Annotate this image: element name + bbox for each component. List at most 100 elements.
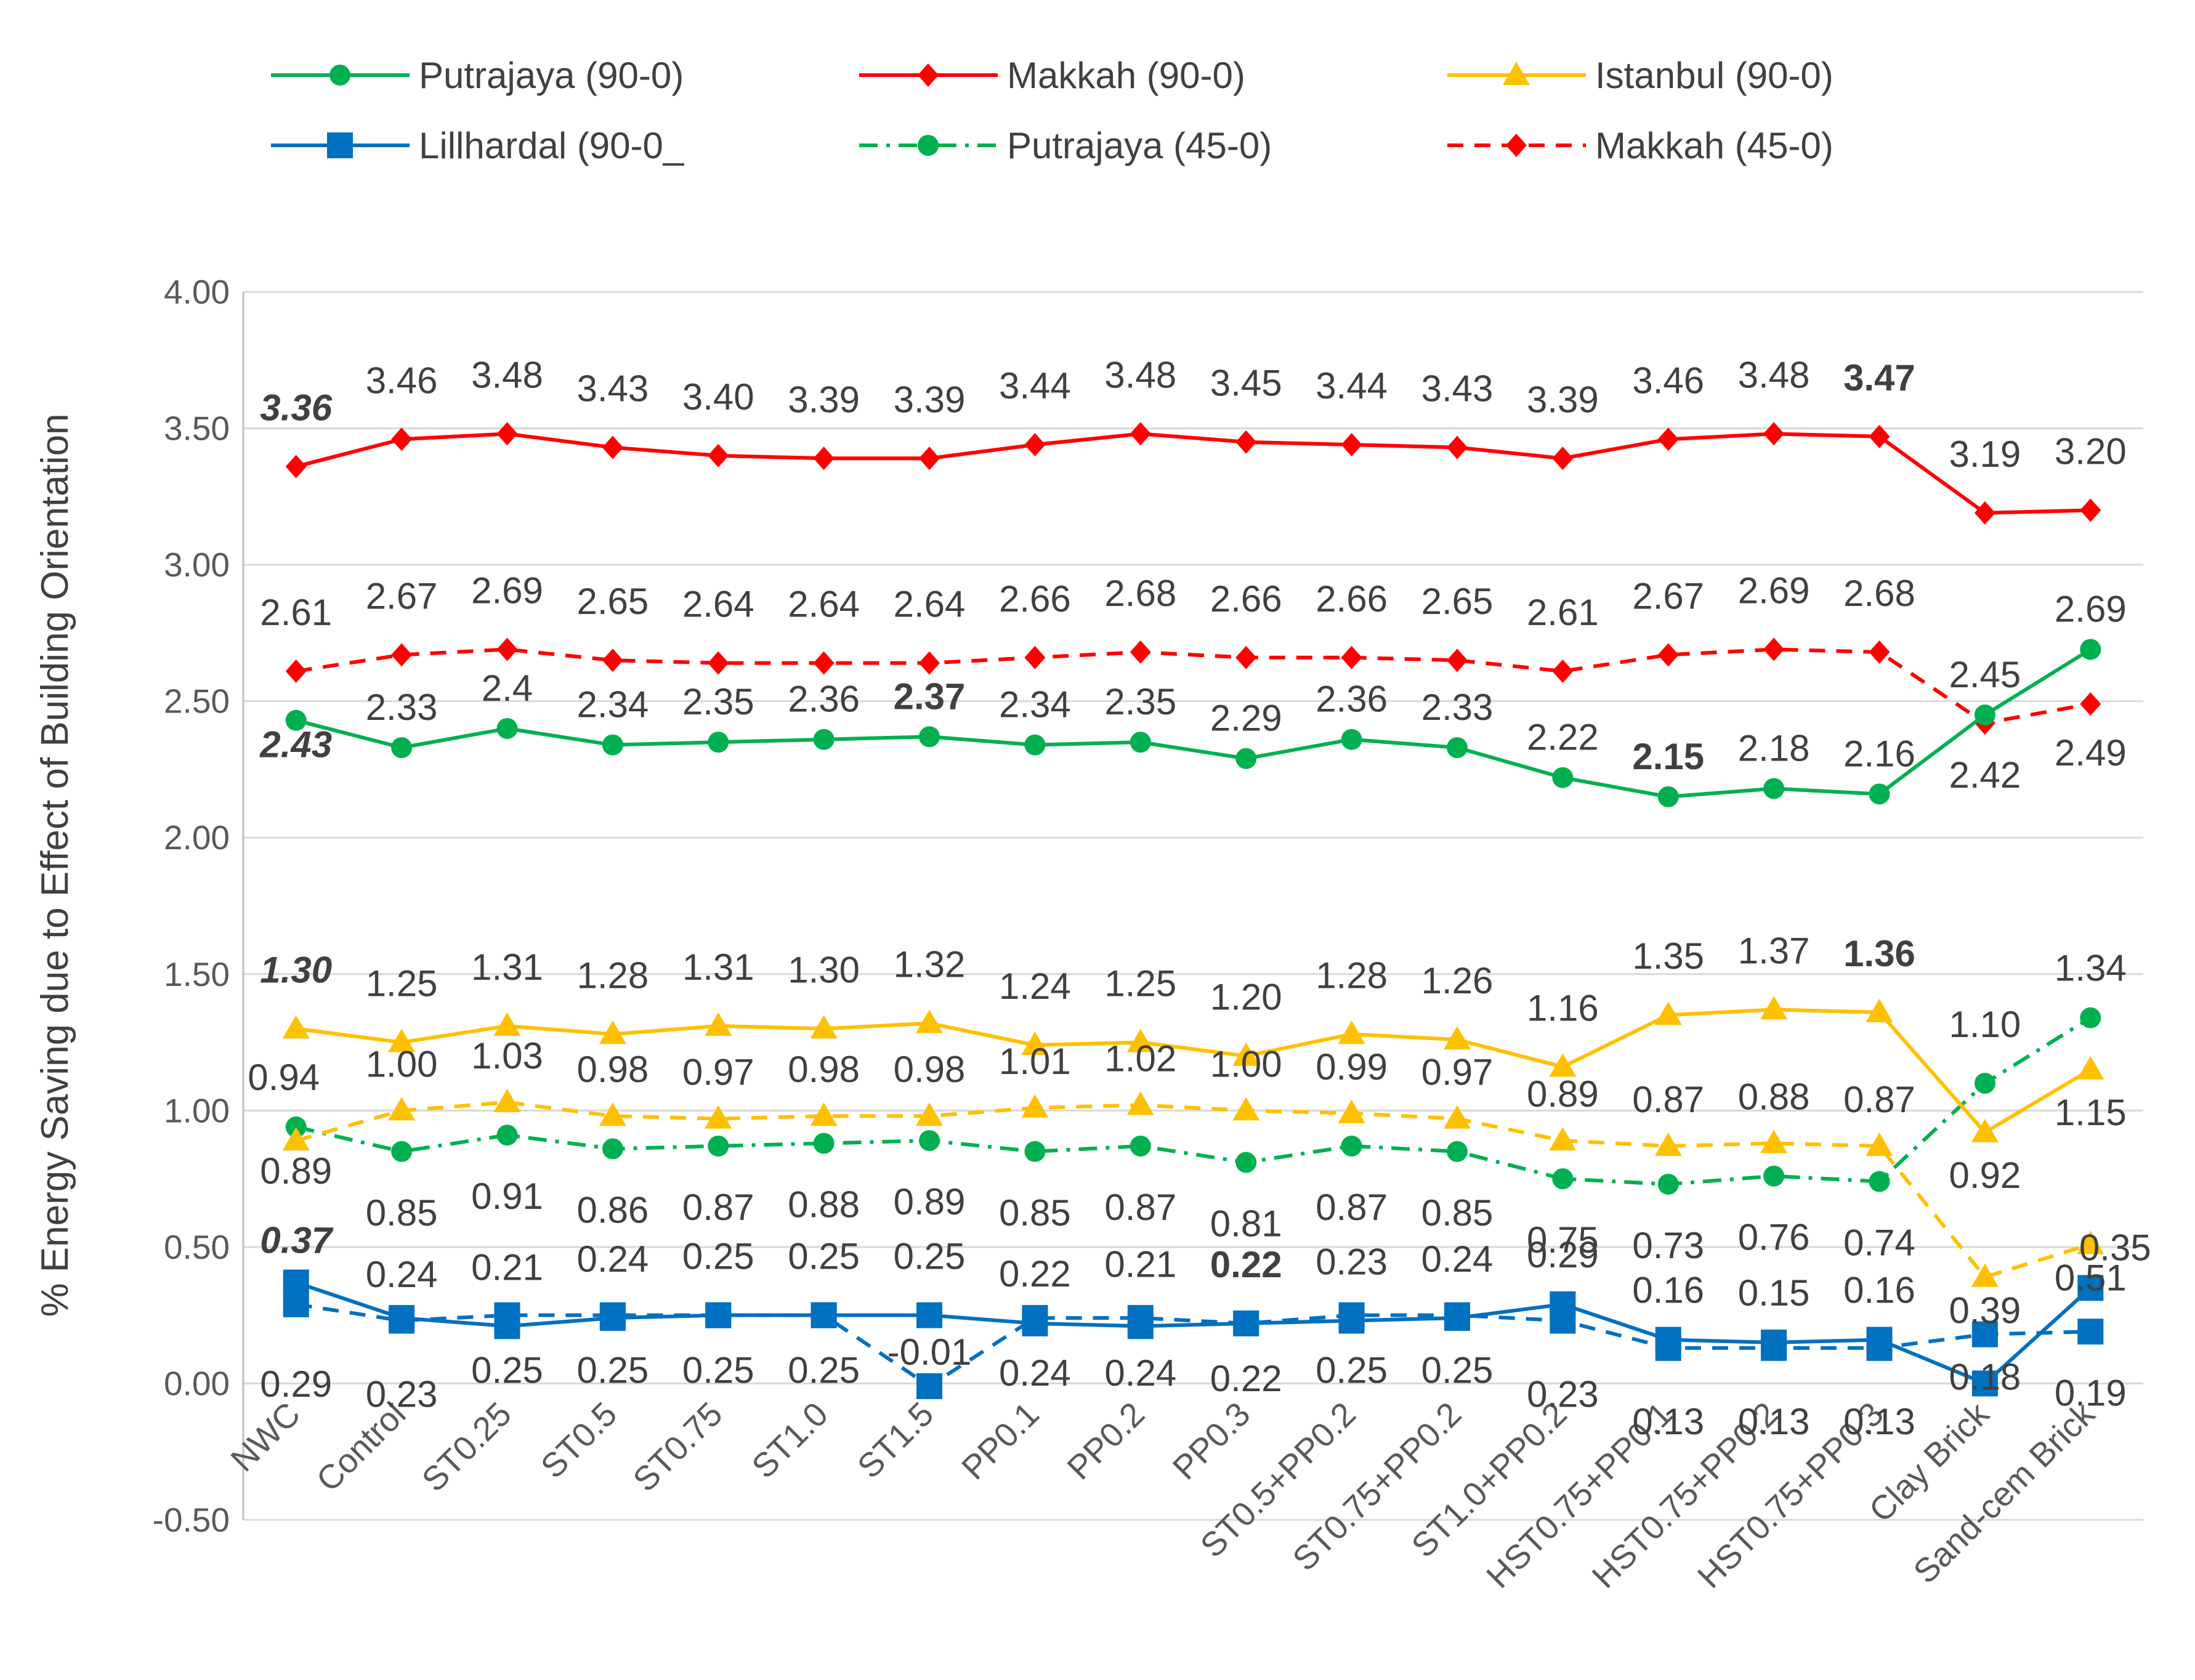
data-label: 3.44	[1316, 365, 1388, 406]
data-label: 2.64	[894, 584, 966, 625]
data-label: 0.85	[1421, 1192, 1494, 1234]
legend-marker	[329, 65, 350, 86]
data-point	[1971, 1263, 1999, 1287]
y-tick-label: -0.50	[153, 1501, 230, 1539]
data-label: 0.16	[1632, 1270, 1704, 1311]
data-label: 0.29	[1527, 1234, 1599, 1275]
data-point	[708, 1135, 729, 1157]
data-label: 0.86	[576, 1189, 649, 1230]
data-point	[813, 446, 835, 470]
data-label: 0.19	[2055, 1372, 2127, 1413]
data-point	[1657, 427, 1679, 451]
data-point	[1338, 1020, 1365, 1044]
data-point	[282, 1127, 310, 1151]
data-point	[1552, 659, 1574, 683]
legend-label: Putrajaya (45-0)	[1007, 125, 1272, 166]
data-point	[1232, 1042, 1260, 1066]
data-point	[1024, 433, 1046, 457]
data-point	[1971, 1370, 1998, 1397]
data-label: 2.35	[682, 681, 754, 722]
data-label: 3.44	[999, 365, 1071, 406]
data-point	[1971, 1321, 1998, 1347]
data-point	[705, 1302, 732, 1328]
data-point	[599, 1102, 626, 1126]
data-label: 2.18	[1738, 727, 1810, 769]
data-point	[1443, 1026, 1471, 1050]
data-point	[2080, 498, 2101, 522]
data-label: 0.24	[366, 1254, 438, 1295]
data-label: 0.21	[471, 1246, 543, 1288]
data-point	[285, 1116, 307, 1137]
data-label: 0.88	[788, 1184, 860, 1226]
data-label: 0.89	[894, 1181, 966, 1222]
data-label: 0.13	[1738, 1401, 1810, 1442]
data-point	[1444, 1305, 1470, 1331]
data-point	[1126, 1091, 1154, 1115]
data-label: 0.25	[471, 1350, 543, 1391]
y-tick-label: 2.00	[164, 818, 230, 857]
data-label: 1.25	[366, 963, 438, 1004]
data-label: 2.64	[788, 584, 860, 625]
data-label: 2.65	[1421, 581, 1494, 622]
data-point	[813, 651, 835, 675]
data-label: 3.39	[894, 379, 966, 420]
data-label: 1.16	[1527, 987, 1599, 1028]
data-label: 0.13	[1843, 1401, 1915, 1442]
data-point	[1446, 648, 1468, 672]
data-point	[1654, 1132, 1682, 1156]
data-point	[1443, 1105, 1471, 1129]
data-point	[919, 726, 940, 748]
data-label: 0.37	[260, 1219, 333, 1261]
data-point	[496, 422, 518, 446]
data-point	[494, 1313, 520, 1339]
data-label: 0.89	[260, 1150, 332, 1192]
data-point	[2080, 692, 2101, 716]
data-label: 2.66	[1210, 578, 1282, 620]
data-label: 3.20	[2055, 430, 2127, 472]
data-point	[1761, 1329, 1787, 1355]
data-point	[1130, 422, 1151, 446]
x-category-label: PP0.3	[1165, 1395, 1258, 1487]
data-point	[1763, 422, 1785, 446]
data-label: 2.4	[482, 668, 533, 709]
data-label: 3.39	[1527, 379, 1599, 420]
data-point	[919, 1130, 940, 1152]
legend-entry: Lillhardal (90-0_	[271, 125, 685, 166]
data-label: 0.87	[1104, 1187, 1176, 1228]
legend-label: Makkah (45-0)	[1595, 125, 1833, 166]
data-label: 0.97	[1421, 1052, 1494, 1093]
data-point	[1235, 748, 1257, 769]
data-point	[810, 1102, 838, 1126]
data-point	[602, 435, 623, 459]
x-category-label: PP0.1	[954, 1395, 1046, 1487]
series-istanbul-90-0	[282, 996, 2104, 1142]
data-labels: 2.43 2.33 2.4 2.34 2.35 2.36 2.37 2.34 2.35 2.29 2…	[248, 354, 2151, 1442]
legend: Putrajaya (90-0) Makkah (90-0) Istanbul (9…	[271, 55, 1833, 166]
data-label: 2.37	[894, 676, 966, 717]
data-label: 0.87	[1632, 1079, 1704, 1120]
data-label: 2.67	[366, 575, 438, 616]
data-point	[1341, 1135, 1362, 1157]
data-label: 1.01	[999, 1041, 1071, 1082]
data-point	[1974, 1073, 1995, 1094]
legend-marker	[1503, 62, 1530, 85]
data-label: 2.29	[1210, 698, 1282, 739]
data-point	[1654, 1001, 1682, 1025]
data-label: 2.61	[1527, 592, 1599, 633]
data-label: 2.36	[1316, 679, 1388, 720]
data-label: 2.49	[2055, 732, 2127, 773]
data-point	[1552, 1168, 1574, 1190]
data-point	[705, 1012, 732, 1036]
data-label: 3.40	[682, 376, 754, 418]
data-label: 1.30	[260, 949, 332, 990]
data-label: 3.45	[1210, 363, 1282, 404]
data-label: 2.68	[1104, 573, 1176, 614]
data-point	[708, 443, 729, 467]
y-axis-ticks: -0.50 0.00 0.50 1.00 1.50 2.00 2.50 3.00 3.50 4.0…	[153, 273, 230, 1539]
data-label: 1.26	[1421, 960, 1494, 1001]
series-line	[296, 1302, 2091, 1388]
data-point	[1446, 1141, 1468, 1162]
data-label: 0.13	[1632, 1401, 1704, 1442]
data-point	[599, 1305, 626, 1331]
data-point	[496, 1125, 518, 1146]
